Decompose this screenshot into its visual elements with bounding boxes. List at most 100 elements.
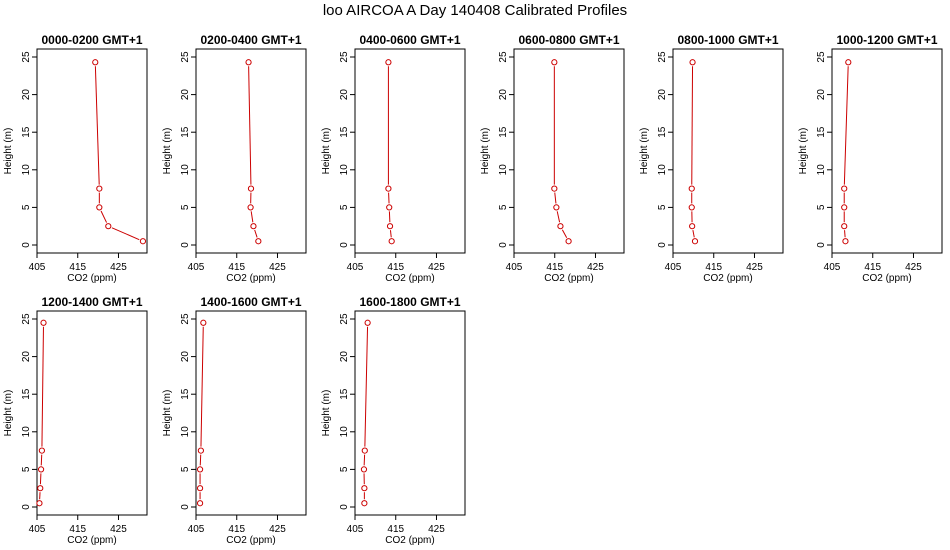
x-tick-label: 425 bbox=[428, 262, 445, 273]
y-axis-label: Height (m) bbox=[162, 128, 173, 175]
data-point bbox=[388, 238, 395, 245]
y-tick-label: 10 bbox=[21, 426, 32, 438]
y-tick-label: 25 bbox=[498, 51, 509, 63]
data-point bbox=[553, 204, 560, 211]
y-tick-label: 20 bbox=[657, 89, 668, 101]
plot-frame bbox=[831, 48, 943, 254]
y-tick-label: 10 bbox=[816, 164, 827, 176]
y-tick-label: 15 bbox=[21, 388, 32, 400]
data-point bbox=[245, 59, 252, 66]
data-point bbox=[385, 59, 392, 66]
x-axis-label: CO2 (ppm) bbox=[862, 273, 911, 284]
y-tick-label: 0 bbox=[21, 504, 32, 510]
x-tick-label: 405 bbox=[506, 262, 523, 273]
x-axis-label: CO2 (ppm) bbox=[703, 273, 752, 284]
x-tick-label: 405 bbox=[188, 262, 205, 273]
y-tick-label: 10 bbox=[339, 164, 350, 176]
y-tick-label: 5 bbox=[339, 466, 350, 472]
y-tick-label: 25 bbox=[21, 51, 32, 63]
y-tick-label: 20 bbox=[498, 89, 509, 101]
data-point bbox=[385, 185, 392, 192]
plot-frame bbox=[36, 310, 148, 516]
panel-title: 0200-0400 GMT+1 bbox=[200, 33, 301, 47]
series-line-segment bbox=[94, 66, 100, 185]
y-tick-label: 0 bbox=[180, 242, 191, 248]
x-tick-label: 425 bbox=[746, 262, 763, 273]
plot-frame bbox=[354, 48, 466, 254]
y-tick-label: 15 bbox=[180, 126, 191, 138]
y-tick-label: 15 bbox=[339, 126, 350, 138]
data-point bbox=[196, 485, 204, 492]
y-tick-label: 20 bbox=[339, 351, 350, 363]
y-tick-label: 10 bbox=[657, 164, 668, 176]
y-tick-label: 25 bbox=[180, 313, 191, 325]
y-tick-label: 25 bbox=[21, 313, 32, 325]
x-tick-label: 425 bbox=[587, 262, 604, 273]
y-tick-label: 0 bbox=[498, 242, 509, 248]
series-line-segment bbox=[100, 210, 108, 223]
series-line-segment bbox=[843, 66, 849, 185]
y-tick-label: 0 bbox=[339, 242, 350, 248]
data-point bbox=[565, 238, 572, 245]
plot-frame bbox=[354, 310, 466, 516]
y-tick-label: 5 bbox=[657, 204, 668, 210]
y-tick-label: 5 bbox=[816, 204, 827, 210]
x-tick-label: 405 bbox=[29, 262, 46, 273]
x-tick-label: 405 bbox=[665, 262, 682, 273]
plot-frame bbox=[195, 48, 307, 254]
x-tick-label: 425 bbox=[110, 524, 127, 535]
y-tick-label: 5 bbox=[21, 466, 32, 472]
x-tick-label: 415 bbox=[864, 262, 881, 273]
panel-title: 0400-0600 GMT+1 bbox=[359, 33, 460, 47]
x-tick-label: 415 bbox=[228, 262, 245, 273]
series-line-segment bbox=[561, 229, 568, 238]
data-point bbox=[96, 185, 103, 192]
x-tick-label: 425 bbox=[269, 262, 286, 273]
data-point bbox=[197, 447, 204, 454]
y-tick-label: 10 bbox=[339, 426, 350, 438]
y-tick-label: 5 bbox=[180, 466, 191, 472]
data-point bbox=[36, 500, 43, 507]
series-line-segment bbox=[556, 211, 561, 223]
data-point bbox=[196, 466, 204, 473]
y-tick-label: 25 bbox=[816, 51, 827, 63]
panel-title: 0000-0200 GMT+1 bbox=[41, 33, 142, 47]
plot-frame bbox=[672, 48, 784, 254]
data-point bbox=[196, 500, 204, 507]
series-line-segment bbox=[41, 326, 44, 447]
panel-title: 1000-1200 GMT+1 bbox=[836, 33, 937, 47]
y-tick-label: 15 bbox=[180, 388, 191, 400]
y-axis-label: Height (m) bbox=[480, 128, 491, 175]
data-point bbox=[688, 185, 695, 192]
x-tick-label: 405 bbox=[347, 262, 364, 273]
y-tick-label: 25 bbox=[339, 51, 350, 63]
x-tick-label: 425 bbox=[905, 262, 922, 273]
data-point bbox=[105, 223, 112, 230]
data-point bbox=[247, 204, 254, 211]
data-point bbox=[38, 447, 45, 454]
data-point bbox=[255, 238, 262, 245]
data-point bbox=[557, 223, 564, 230]
y-axis-label: Height (m) bbox=[798, 128, 809, 175]
y-tick-label: 15 bbox=[657, 126, 668, 138]
series-line-segment bbox=[844, 230, 846, 238]
data-point bbox=[841, 185, 848, 192]
y-tick-label: 20 bbox=[21, 351, 32, 363]
y-tick-label: 10 bbox=[180, 164, 191, 176]
data-point bbox=[364, 319, 371, 326]
data-point bbox=[96, 204, 103, 211]
data-point bbox=[386, 223, 394, 230]
data-point bbox=[250, 223, 257, 230]
x-tick-label: 415 bbox=[705, 262, 722, 273]
x-axis-label: CO2 (ppm) bbox=[385, 535, 434, 546]
series-line-segment bbox=[389, 230, 392, 238]
y-tick-label: 25 bbox=[657, 51, 668, 63]
panel-title: 1400-1600 GMT+1 bbox=[200, 295, 301, 309]
